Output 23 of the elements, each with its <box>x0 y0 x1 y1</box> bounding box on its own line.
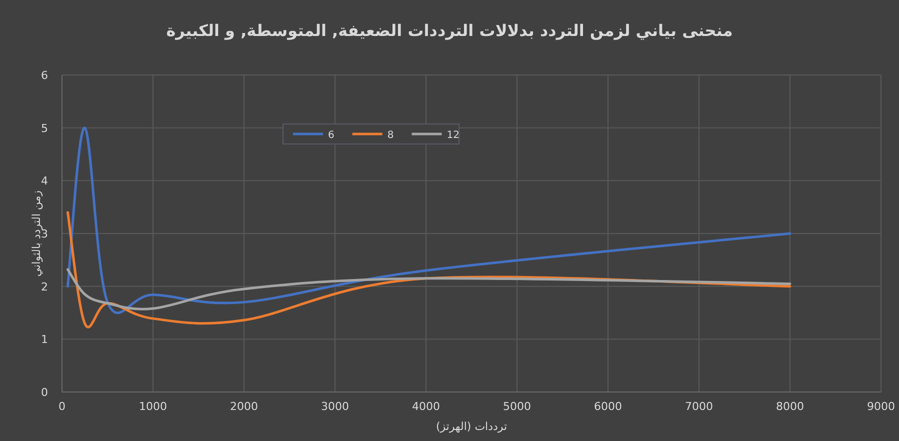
legend-label: 12 <box>446 130 460 141</box>
y-tick-label: 4 <box>41 174 48 188</box>
legend-label: 8 <box>387 130 394 141</box>
legend-label: 6 <box>328 130 334 141</box>
x-tick-label: 7000 <box>685 400 713 413</box>
y-tick-label: 3 <box>41 228 48 240</box>
y-tick-label: 5 <box>41 122 48 135</box>
y-tick-label: 6 <box>41 69 48 82</box>
y-tick-label: 2 <box>41 280 48 294</box>
y-tick-label: 0 <box>41 386 48 399</box>
x-tick-label: 8000 <box>776 400 804 413</box>
x-tick-label: 9000 <box>867 400 895 413</box>
x-tick-label: 3000 <box>321 400 349 413</box>
x-tick-label: 1000 <box>139 400 167 413</box>
x-tick-label: 5000 <box>503 400 531 413</box>
x-tick-label: 0 <box>58 400 66 413</box>
y-tick-label: 1 <box>41 333 48 346</box>
chart-title: منحنى بياني لزمن التردد بدلالات الترددات الضعيفة, المتوسطة, و الكبيرة <box>166 21 733 40</box>
x-axis-title: ترددات (الهرتز) <box>436 420 508 433</box>
x-tick-label: 2000 <box>230 400 258 413</box>
x-tick-label: 4000 <box>412 400 440 413</box>
y-axis-title: زمن التردد بالثواني <box>30 190 43 277</box>
x-tick-label: 6000 <box>594 400 622 413</box>
